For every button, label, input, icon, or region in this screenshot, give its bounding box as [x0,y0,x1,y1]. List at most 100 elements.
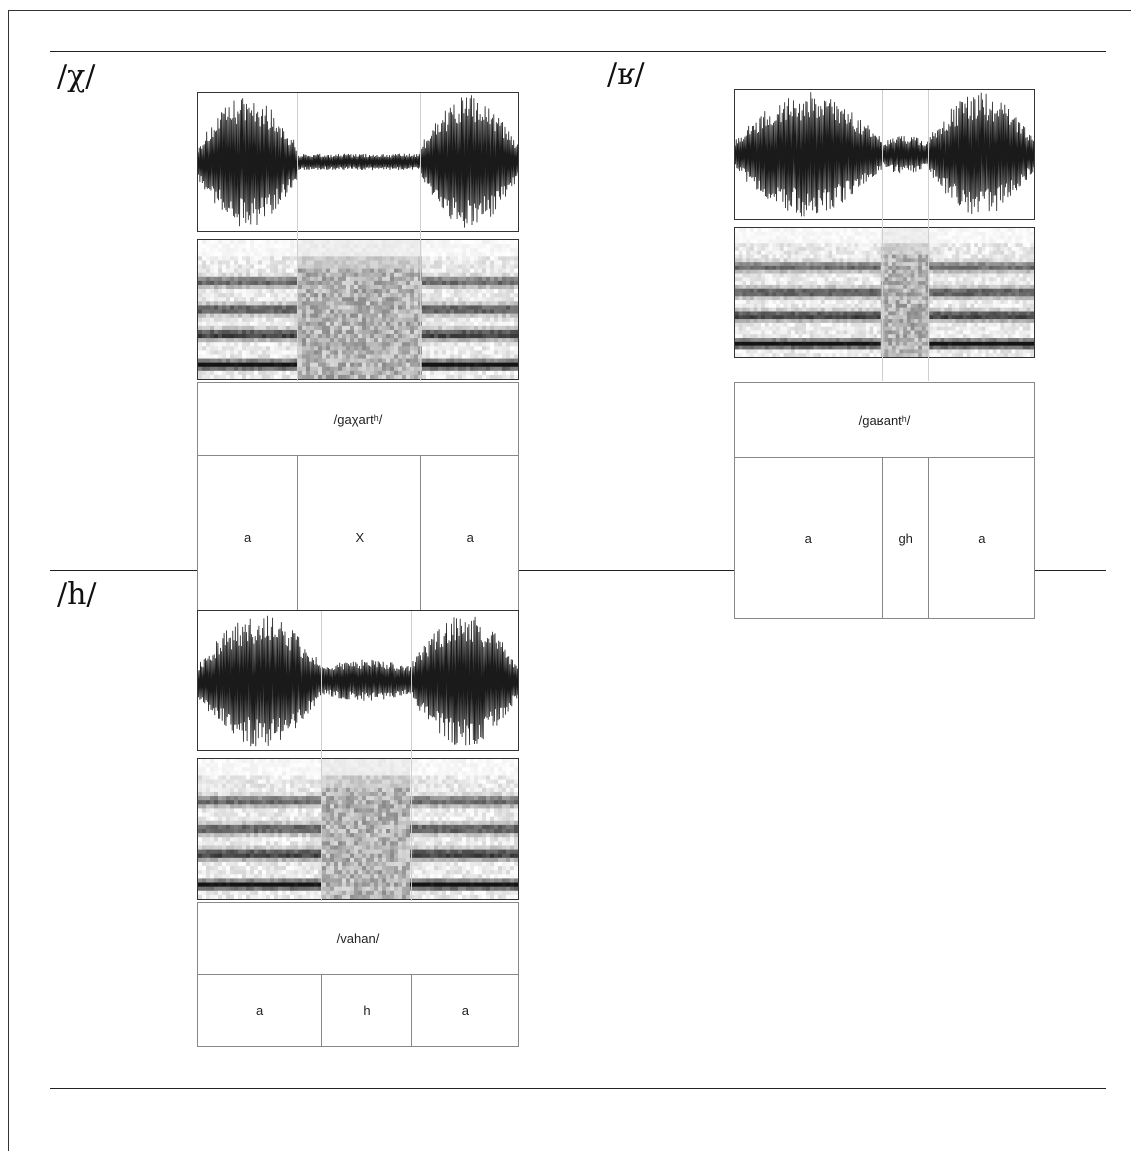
spectrogram-cell [446,256,450,260]
spectrogram-cell [318,318,322,322]
spectrogram-cell [866,323,870,327]
spectrogram-cell [482,338,486,342]
spectrogram-cell [458,301,462,305]
spectrogram-cell [286,293,290,297]
spectrogram-cell [462,354,466,358]
spectrogram-cell [430,375,434,379]
spectrogram-cell [903,323,907,327]
spectrogram-cell [258,310,262,314]
spectrogram-cell [378,322,382,326]
spectrogram-cell [330,314,334,318]
spectrogram-cell [334,326,338,330]
spectrogram-cell [234,273,238,277]
spectrogram-cell [761,243,765,247]
spectrogram-cell [478,281,482,285]
spectrogram-cell [454,318,458,322]
spectrogram-cell [828,338,832,342]
spectrogram-cell [963,300,967,304]
spectrogram-cell [358,367,362,371]
spectrogram-cell [410,354,414,358]
spectrogram-cell [490,318,494,322]
spectrogram-cell [956,342,960,346]
spectrogram-cell [234,375,238,379]
spectrogram-cell [214,322,218,326]
spectrogram-cell [952,285,956,289]
spectrogram-cell [784,281,788,285]
spectrogram-cell [780,247,784,251]
spectrogram-cell [933,289,937,293]
spectrogram-cell [888,251,892,255]
spectrogram-cell [310,240,314,244]
spectrogram-cell [238,285,242,289]
spectrogram-cell [828,281,832,285]
spectrogram-cell [802,327,806,331]
spectrogram-cell [430,293,434,297]
spectrogram-cell [799,236,803,240]
spectrogram-cell [386,260,390,264]
spectrogram-cell [382,330,386,334]
spectrogram-cell [206,350,210,354]
spectrogram-cell [888,304,892,308]
spectrogram-cell [370,338,374,342]
spectrogram-cell [198,260,202,264]
spectrogram-cell [410,265,414,269]
spectrogram-cell [899,296,903,300]
spectrogram-cell [828,255,832,259]
spectrogram-cell [462,244,466,248]
spectrogram-cell [506,330,510,334]
spectrogram-cell [438,314,442,318]
spectrogram-cell [382,334,386,338]
spectrogram-cell [402,305,406,309]
spectrogram-cell [780,334,784,338]
spectrogram-cell [470,367,474,371]
spectrogram-cell [338,375,342,379]
spectrogram-cell [402,281,406,285]
spectrogram-cell [254,260,258,264]
spectrogram-cell [941,274,945,278]
spectrogram-cell [474,314,478,318]
spectrogram-cell [828,315,832,319]
spectrogram-cell [414,350,418,354]
spectrogram-cell [970,296,974,300]
spectrogram-cell [780,285,784,289]
spectrogram-cell [306,338,310,342]
spectrogram-cell [885,334,889,338]
spectrogram-cell [836,243,840,247]
spectrogram-cell [802,323,806,327]
spectrogram-cell [434,301,438,305]
spectrogram-cell [922,300,926,304]
spectrogram-cell [442,244,446,248]
spectrogram-cell [410,301,414,305]
spectrogram-cell [378,252,382,256]
spectrogram-cell [478,269,482,273]
spectrogram-cell [258,318,262,322]
spectrogram-cell [769,285,773,289]
spectrogram-cell [410,363,414,367]
spectrogram-cell [896,262,900,266]
spectrogram-cell [230,248,234,252]
spectrogram-cell [310,354,314,358]
spectrogram-cell [825,353,829,357]
spectrogram-cell [498,289,502,293]
spectrogram-cell [274,350,278,354]
spectrogram-cell [446,265,450,269]
spectrogram-cell [310,269,314,273]
spectrogram-cell [322,281,326,285]
spectrogram-cell [828,243,832,247]
spectrogram-cell [482,277,486,281]
spectrogram-cell [873,262,877,266]
spectrogram-cell [458,269,462,273]
spectrogram-cell [426,260,430,264]
spectrogram-cell [390,277,394,281]
spectrogram-cell [330,281,334,285]
spectrogram-cell [918,300,922,304]
spectrogram-cell [290,240,294,244]
spectrogram-cell [350,301,354,305]
spectrogram-cell [866,330,870,334]
spectrogram-cell [278,301,282,305]
spectrogram-cell [326,330,330,334]
spectrogram-cell [855,296,859,300]
spectrogram-cell [242,338,246,342]
